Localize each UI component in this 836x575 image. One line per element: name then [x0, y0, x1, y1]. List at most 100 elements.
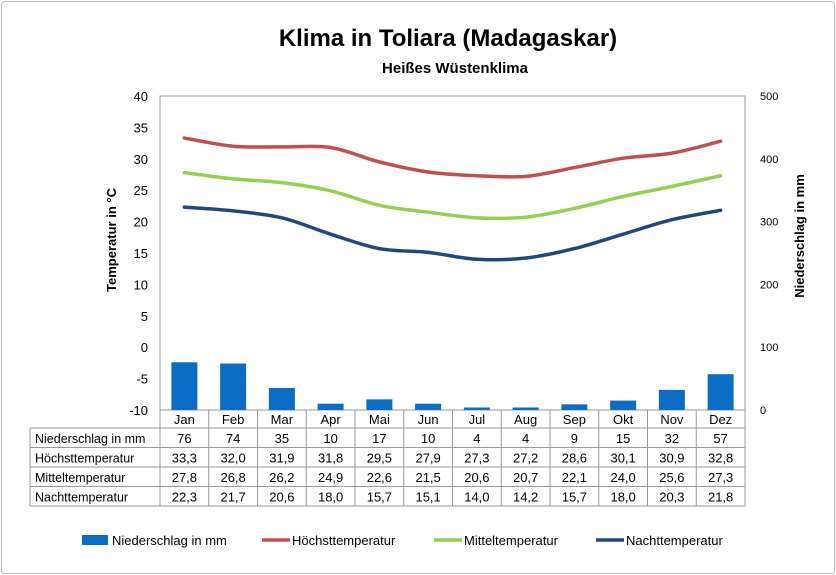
table-cell: 27,3	[708, 470, 733, 485]
y-right-tick-label: 0	[760, 405, 766, 417]
table-cell: 28,6	[562, 451, 587, 466]
table-cell: 21,7	[220, 490, 245, 505]
y-left-tick-label: 40	[134, 89, 148, 104]
table-cell: 31,9	[269, 451, 294, 466]
table-cell: 33,3	[172, 451, 197, 466]
table-cell: 22,6	[367, 470, 392, 485]
table-cell: 32,8	[708, 451, 733, 466]
table-cell: 21,8	[708, 490, 733, 505]
x-tick-label: Mar	[271, 412, 294, 427]
legend-label: Höchsttemperatur	[292, 533, 396, 548]
legend-swatch-bar	[82, 535, 108, 545]
x-tick-label: Aug	[514, 412, 537, 427]
bar-niederschlag	[220, 363, 247, 410]
table-row-label: Nachttemperatur	[35, 491, 128, 505]
table-cell: 26,8	[220, 470, 245, 485]
table-cell: 30,9	[659, 451, 684, 466]
table-cell: 35	[275, 431, 289, 446]
table-cell: 32,0	[220, 451, 245, 466]
x-tick-label: Dez	[709, 412, 732, 427]
x-tick-label: Feb	[222, 412, 244, 427]
table-cell: 15,7	[562, 490, 587, 505]
table-cell: 20,6	[464, 470, 489, 485]
table-cell: 22,1	[562, 470, 587, 485]
y-axis-right-label: Niederschlag in mm	[792, 174, 807, 298]
table-cell: 21,5	[415, 470, 440, 485]
table-cell: 18,0	[610, 490, 635, 505]
table-cell: 27,3	[464, 451, 489, 466]
plot-area-border	[159, 95, 746, 411]
table-cell: 26,2	[269, 470, 294, 485]
table-row-label: Mitteltemperatur	[35, 471, 125, 485]
table-row-label: Höchsttemperatur	[35, 452, 134, 466]
table-cell: 4	[473, 431, 480, 446]
table-cell: 74	[226, 431, 240, 446]
y-left-tick-label: 25	[134, 183, 148, 198]
x-tick-label: Mai	[369, 412, 390, 427]
table-cell: 18,0	[318, 490, 343, 505]
table-cell: 24,0	[610, 470, 635, 485]
table-cell: 14,0	[464, 490, 489, 505]
bar-niederschlag	[268, 388, 295, 410]
y-left-tick-label: -5	[136, 372, 148, 387]
bar-niederschlag	[610, 400, 637, 410]
table-cell: 27,9	[415, 451, 440, 466]
table-cell: 24,9	[318, 470, 343, 485]
table-cell: 14,2	[513, 490, 538, 505]
legend-label: Niederschlag in mm	[112, 533, 227, 548]
table-cell: 30,1	[610, 451, 635, 466]
table-cell: 27,8	[172, 470, 197, 485]
x-tick-label: Okt	[613, 412, 634, 427]
bar-niederschlag	[415, 403, 442, 410]
line-mitteltemperatur	[182, 170, 723, 221]
line-höchsttemperatur	[182, 136, 723, 179]
table-cell: 17	[372, 431, 386, 446]
bar-niederschlag	[658, 389, 685, 410]
bar-niederschlag	[366, 399, 393, 410]
table-cell: 10	[323, 431, 337, 446]
table-cell: 15,1	[415, 490, 440, 505]
y-right-tick-label: 500	[760, 91, 778, 103]
table-cell: 29,5	[367, 451, 392, 466]
y-left-tick-label: 5	[141, 309, 148, 324]
x-tick-label: Apr	[321, 412, 342, 427]
bar-niederschlag	[463, 407, 490, 410]
y-left-tick-label: 35	[134, 120, 148, 135]
chart-subtitle: Heißes Wüstenklima	[382, 60, 529, 77]
x-tick-label: Jun	[418, 412, 439, 427]
table-cell: 10	[421, 431, 435, 446]
table-cell: 20,6	[269, 490, 294, 505]
y-right-tick-label: 100	[760, 342, 778, 354]
legend-label: Nachttemperatur	[626, 533, 723, 548]
chart-title: Klima in Toliara (Madagaskar)	[279, 25, 617, 52]
y-right-tick-label: 400	[760, 154, 778, 166]
y-right-tick-label: 300	[760, 217, 778, 229]
legend-label: Mitteltemperatur	[464, 533, 559, 548]
y-left-tick-label: 15	[134, 246, 148, 261]
table-cell: 15	[616, 431, 630, 446]
table-row-label: Niederschlag in mm	[35, 432, 145, 446]
table-cell: 25,6	[659, 470, 684, 485]
x-tick-label: Nov	[660, 412, 684, 427]
table-cell: 20,3	[659, 490, 684, 505]
x-tick-label: Jan	[174, 412, 195, 427]
bar-niederschlag	[707, 374, 734, 410]
y-axis-left-label: Temperatur in °C	[104, 187, 119, 292]
table-cell: 27,2	[513, 451, 538, 466]
y-left-tick-label: 0	[141, 340, 148, 355]
table-cell: 20,7	[513, 470, 538, 485]
y-left-tick-label: -10	[129, 403, 148, 418]
x-tick-label: Jul	[469, 412, 486, 427]
y-left-tick-label: 20	[134, 215, 148, 230]
y-right-tick-label: 200	[760, 279, 778, 291]
bar-niederschlag	[171, 362, 198, 410]
x-tick-label: Sep	[563, 412, 586, 427]
y-left-tick-label: 10	[134, 277, 148, 292]
bar-niederschlag	[561, 404, 588, 410]
table-cell: 57	[713, 431, 727, 446]
table-cell: 9	[571, 431, 578, 446]
table-cell: 22,3	[172, 490, 197, 505]
table-cell: 31,8	[318, 451, 343, 466]
